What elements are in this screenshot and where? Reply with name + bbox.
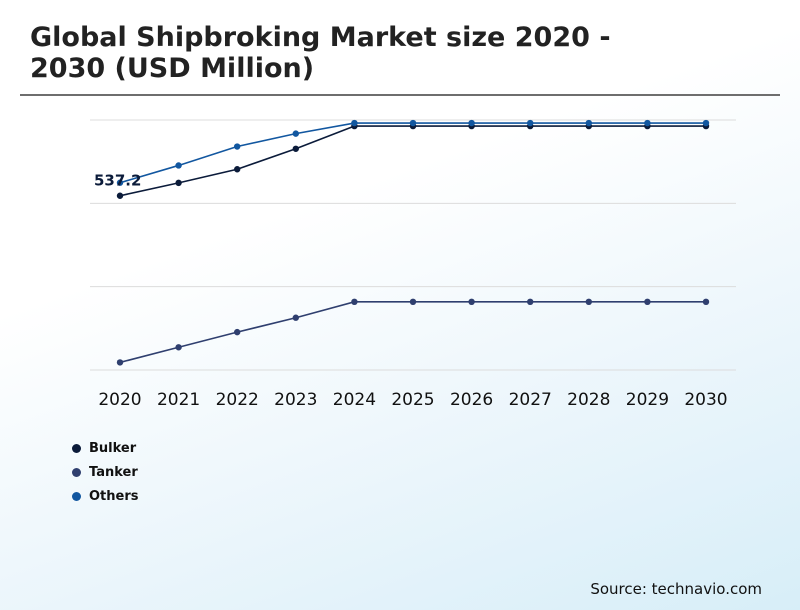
title-divider bbox=[20, 94, 780, 96]
data-point-tanker bbox=[409, 298, 417, 306]
data-point-bulker bbox=[234, 166, 241, 173]
data-label: 537.2 bbox=[94, 172, 141, 190]
data-point-others bbox=[644, 119, 651, 127]
legend-swatch-bulker bbox=[72, 443, 81, 453]
line-chart: 2020 2021 2022 2023 2024 2025 2026 2027 2028 2029… bbox=[90, 119, 736, 410]
legend-swatch-others bbox=[72, 491, 81, 501]
x-tick-label: 2023 bbox=[274, 390, 317, 410]
data-point-tanker bbox=[292, 314, 299, 321]
data-point-others bbox=[585, 119, 592, 127]
chart-legend: Bulker Tanker Others bbox=[72, 436, 139, 508]
data-point-tanker bbox=[527, 298, 534, 306]
series-line-tanker bbox=[119, 301, 706, 364]
legend-label-others: Others bbox=[89, 488, 139, 504]
x-tick-label: 2030 bbox=[684, 390, 727, 410]
x-tick-label: 2024 bbox=[333, 390, 376, 410]
data-point-others bbox=[468, 119, 475, 127]
x-tick-label: 2020 bbox=[98, 390, 141, 410]
data-point-others bbox=[409, 119, 417, 127]
x-tick-label: 2022 bbox=[216, 390, 259, 410]
data-point-others bbox=[116, 179, 124, 186]
data-point-tanker bbox=[644, 298, 651, 306]
series-line-bulker bbox=[119, 125, 706, 197]
data-point-others bbox=[292, 130, 299, 137]
data-point-bulker bbox=[116, 192, 124, 199]
data-point-tanker bbox=[116, 359, 124, 366]
x-tick-label: 2027 bbox=[509, 390, 552, 410]
data-point-others bbox=[527, 119, 534, 127]
source-credit: Source: technavio.com bbox=[590, 580, 762, 598]
chart-title: Global Shipbroking Market size 2020 - 20… bbox=[30, 22, 611, 84]
legend-label-bulker: Bulker bbox=[89, 440, 137, 456]
data-point-others bbox=[351, 119, 358, 127]
legend-item-others: Others bbox=[72, 484, 139, 508]
legend-item-bulker: Bulker bbox=[72, 436, 139, 460]
legend-swatch-tanker bbox=[72, 467, 81, 477]
data-point-tanker bbox=[234, 328, 241, 336]
data-point-others bbox=[175, 162, 182, 169]
x-tick-label: 2021 bbox=[157, 390, 200, 410]
data-point-others bbox=[702, 119, 710, 127]
x-tick-label: 2029 bbox=[626, 390, 669, 410]
x-tick-label: 2026 bbox=[450, 390, 493, 410]
series-line-others bbox=[119, 122, 706, 184]
data-point-tanker bbox=[702, 298, 710, 306]
data-point-tanker bbox=[468, 298, 475, 306]
data-point-bulker bbox=[175, 179, 182, 187]
data-point-tanker bbox=[351, 298, 358, 306]
data-point-bulker bbox=[292, 145, 299, 152]
legend-item-tanker: Tanker bbox=[72, 460, 139, 484]
x-tick-label: 2028 bbox=[567, 390, 610, 410]
legend-label-tanker: Tanker bbox=[89, 464, 138, 480]
data-point-tanker bbox=[175, 344, 182, 351]
data-point-others bbox=[234, 143, 241, 150]
x-tick-label: 2025 bbox=[391, 390, 434, 410]
data-point-tanker bbox=[585, 298, 592, 306]
